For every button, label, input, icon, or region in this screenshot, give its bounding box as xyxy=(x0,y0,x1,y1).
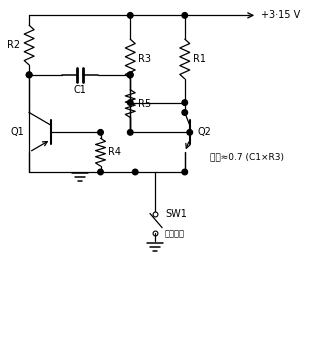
Circle shape xyxy=(26,72,32,78)
Circle shape xyxy=(182,169,188,175)
Circle shape xyxy=(128,72,133,78)
Text: +3·15 V: +3·15 V xyxy=(261,10,300,21)
Text: 脉冲≈0.7 (C1×R3): 脉冲≈0.7 (C1×R3) xyxy=(210,153,284,162)
Circle shape xyxy=(182,13,188,18)
Text: SW1: SW1 xyxy=(165,209,187,219)
Text: R2: R2 xyxy=(7,40,20,50)
Text: 按下开关: 按下开关 xyxy=(165,229,185,238)
Circle shape xyxy=(132,169,138,175)
Circle shape xyxy=(128,100,133,105)
Text: Q1: Q1 xyxy=(10,127,24,137)
Circle shape xyxy=(182,100,188,105)
Circle shape xyxy=(128,130,133,135)
Text: R1: R1 xyxy=(193,54,206,64)
Circle shape xyxy=(26,72,32,78)
Text: R3: R3 xyxy=(138,54,151,64)
Text: R4: R4 xyxy=(108,147,121,157)
Text: R5: R5 xyxy=(138,98,151,109)
Circle shape xyxy=(182,110,188,115)
Circle shape xyxy=(187,130,192,135)
Circle shape xyxy=(98,130,103,135)
Circle shape xyxy=(128,13,133,18)
Text: Q2: Q2 xyxy=(198,127,211,137)
Circle shape xyxy=(128,72,133,78)
Text: C1: C1 xyxy=(73,85,86,95)
Circle shape xyxy=(98,169,103,175)
